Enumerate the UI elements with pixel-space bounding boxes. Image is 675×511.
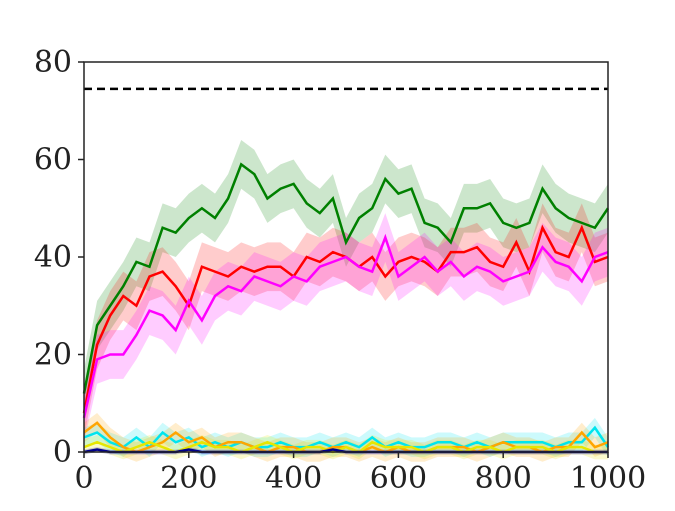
series-line <box>83 425 610 449</box>
series-line <box>83 440 608 454</box>
x-tick-label: 400 <box>265 461 322 496</box>
y-tick-label: 20 <box>34 338 72 373</box>
x-tick-label: 0 <box>74 461 93 496</box>
x-tick-label: 1000 <box>570 461 646 496</box>
series-line <box>82 162 610 394</box>
x-tick-label: 200 <box>160 461 217 496</box>
y-tick-label: 80 <box>34 45 72 80</box>
series-line <box>82 233 609 419</box>
confidence-band <box>84 213 608 443</box>
confidence-band <box>84 203 608 438</box>
y-tick-label: 0 <box>53 435 72 470</box>
x-tick-label: 600 <box>370 461 427 496</box>
y-tick-label: 60 <box>34 143 72 178</box>
confidence-band <box>84 413 608 462</box>
x-tick-label: 800 <box>475 461 532 496</box>
y-tick-label: 40 <box>34 240 72 275</box>
